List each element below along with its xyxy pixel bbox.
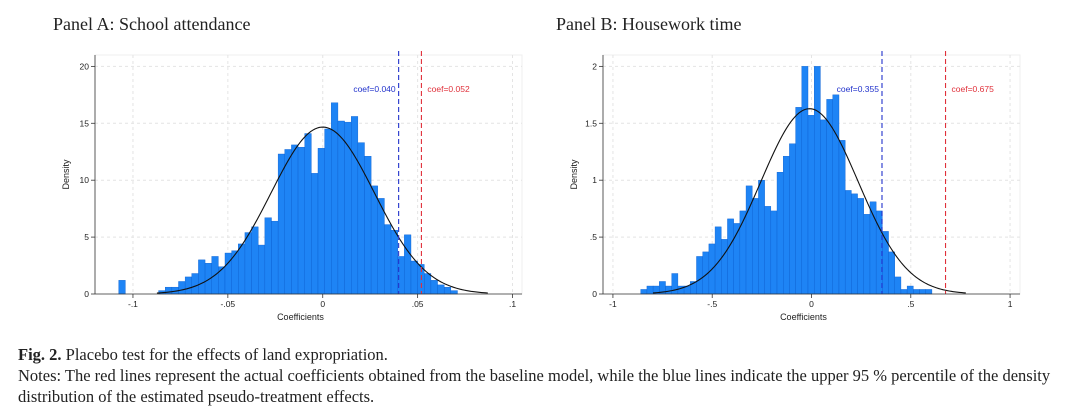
red-coefficient-label: coef=0.052 <box>427 84 470 94</box>
panel-b-chart: coef=0.355 coef=0.675 0 .5 1 1.5 2 -1 -.5 0 .5 1 Coe… <box>569 51 1021 322</box>
histogram-bar <box>882 231 889 295</box>
histogram-bar <box>801 66 809 295</box>
x-axis-title: Coefficients <box>780 312 827 322</box>
red-coefficient-label: coef=0.675 <box>952 84 995 94</box>
x-tick-label: 0 <box>320 299 325 309</box>
histogram-bar <box>714 226 722 295</box>
x-axis-title: Coefficients <box>277 312 324 322</box>
blue-coefficient-label: coef=0.355 <box>837 84 880 94</box>
x-tick-label: -1 <box>609 299 617 309</box>
histogram-bar <box>696 256 703 295</box>
panel-a-title: Panel A: School attendance <box>53 14 251 34</box>
x-tick-label: .5 <box>907 299 914 309</box>
y-tick-label: 0 <box>592 289 597 299</box>
histogram-bar <box>807 115 815 295</box>
histogram-bar <box>776 172 784 295</box>
histogram-bar <box>783 156 790 295</box>
panel-b-title: Panel B: Housework time <box>556 14 742 34</box>
x-tick-label: -.5 <box>707 299 717 309</box>
y-tick-label: 0 <box>84 289 89 299</box>
histogram-bar <box>758 179 765 295</box>
figure-caption: Fig. 2. Placebo test for the effects of … <box>18 344 1068 407</box>
x-tick-label: 1 <box>1008 299 1013 309</box>
y-tick-label: 20 <box>80 61 90 71</box>
x-tick-label: -.05 <box>221 299 236 309</box>
histogram-bar <box>752 198 759 295</box>
histogram-bar <box>739 210 747 295</box>
histogram-bar <box>820 119 827 295</box>
blue-coefficient-label: coef=0.040 <box>353 84 396 94</box>
y-axis-title: Density <box>61 159 71 190</box>
histogram-bar <box>888 251 895 295</box>
histogram-bar <box>906 285 914 295</box>
histogram-bar <box>925 289 933 295</box>
histogram-bar <box>727 218 734 295</box>
normal-density-curve <box>652 108 966 294</box>
y-tick-label: 1.5 <box>585 118 597 128</box>
histogram-bar <box>789 143 796 295</box>
histogram-bar <box>721 239 728 295</box>
y-tick-label: 15 <box>80 118 90 128</box>
caption-label: Fig. 2. <box>18 345 62 364</box>
histogram-bar <box>640 289 648 295</box>
normal-density-curve <box>156 126 488 294</box>
caption-notes: Notes: The red lines represent the actua… <box>18 366 1051 406</box>
histogram-bar <box>919 289 926 295</box>
histogram-bar <box>665 285 672 295</box>
panel-a-chart: coef=0.040 coef=0.052 0 5 10 15 20 -.1 -.05 0 .05.… <box>61 51 523 322</box>
y-tick-label: 1 <box>592 175 597 185</box>
y-tick-label: 10 <box>80 175 90 185</box>
histogram-bar <box>832 94 840 295</box>
y-tick-label: 5 <box>84 232 89 242</box>
x-tick-label: .05 <box>412 299 424 309</box>
x-tick-label: .1 <box>509 299 516 309</box>
histogram-bar <box>851 193 858 295</box>
caption-title: Placebo test for the effects of land exp… <box>65 345 388 364</box>
histogram-bar <box>770 210 778 295</box>
y-axis-title: Density <box>569 159 579 190</box>
histogram-bar <box>913 289 920 295</box>
x-tick-label: -.1 <box>128 299 138 309</box>
histogram-bar <box>838 140 846 295</box>
histogram-bar <box>646 285 654 295</box>
y-tick-label: 2 <box>592 61 597 71</box>
histogram-bar <box>863 214 871 295</box>
histogram-bar <box>764 206 772 295</box>
histogram-bar <box>857 198 864 295</box>
histogram-bar <box>826 99 833 295</box>
histogram-bar <box>844 190 852 295</box>
x-tick-label: 0 <box>809 299 814 309</box>
y-tick-label: .5 <box>590 232 597 242</box>
histogram-bar <box>894 276 902 295</box>
histogram-bar <box>900 289 908 295</box>
histogram-bar <box>795 107 803 295</box>
histogram-bar <box>814 66 821 295</box>
